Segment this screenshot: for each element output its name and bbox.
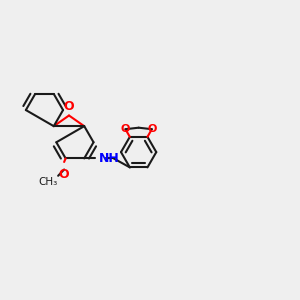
Text: NH: NH [99, 152, 119, 165]
Text: O: O [64, 100, 74, 113]
Text: O: O [59, 168, 69, 181]
Text: CH₃: CH₃ [38, 177, 58, 187]
Text: O: O [148, 124, 157, 134]
Text: O: O [120, 124, 130, 134]
